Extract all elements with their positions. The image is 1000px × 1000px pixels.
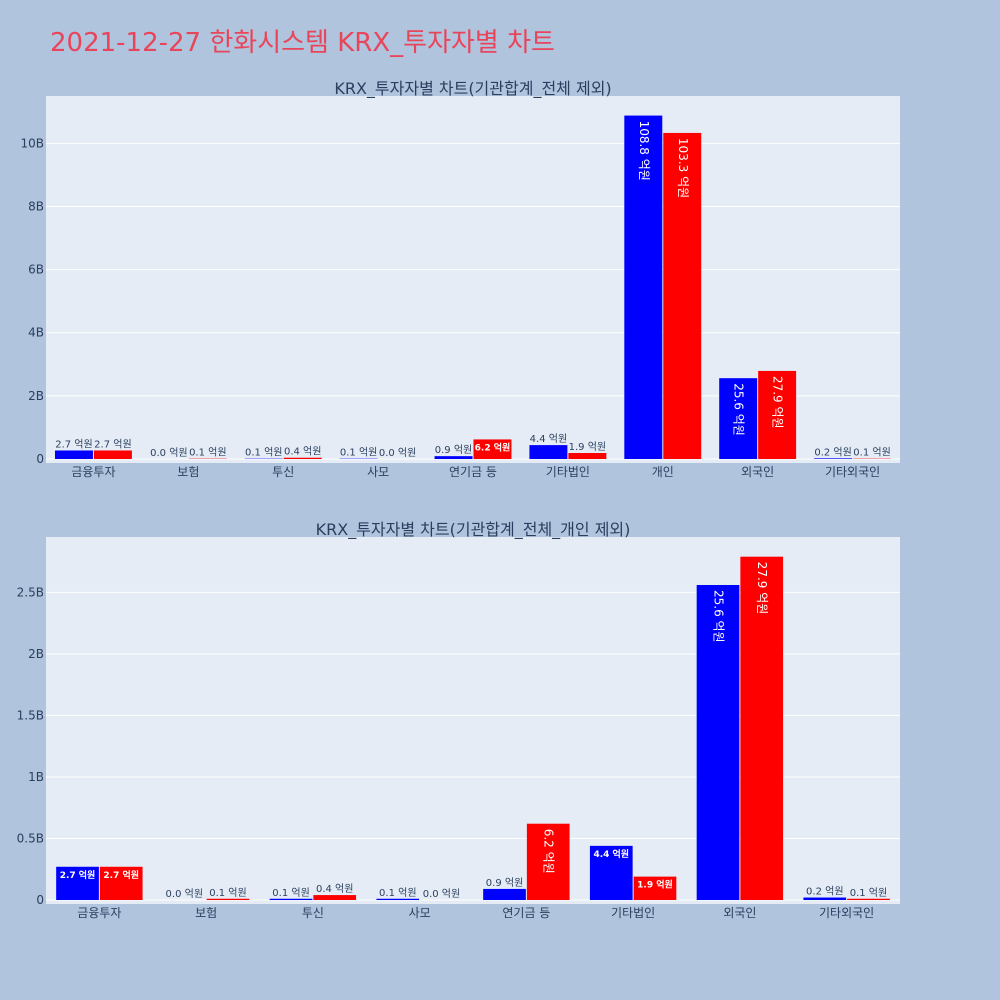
bar [696,584,740,900]
data-label: 0.2 억원 [806,886,843,898]
bar [434,456,473,459]
bar [473,439,512,459]
bar [483,888,526,900]
chart-all-investors: KRX_투자자별 차트(기관합계_전체 제외) 0 2B 4B 6B 8B 10B 금융투자 2… [20,79,900,479]
data-label: 1.9 억원 [637,879,673,891]
x-tick-label: 보험 [195,906,217,920]
data-label: 25.6 억원 [732,383,746,436]
y-tick-label: 1.5B [17,708,44,722]
bar [376,898,420,900]
bar [529,445,568,459]
y-tick-label: 8B [28,199,44,213]
x-tick-label: 기타외국인 [825,465,880,479]
data-label: 1.9 억원 [569,441,606,453]
x-tick-label: 금융투자 [77,906,121,920]
data-label: 0.4 억원 [316,883,353,895]
x-tick-label: 기타법인 [546,465,590,479]
data-label: 2.7 억원 [55,438,92,450]
data-label: 2.7 억원 [94,438,131,450]
bar [758,370,797,459]
bar [740,556,784,900]
data-label: 6.2 억원 [475,441,511,453]
data-label: 0.9 억원 [435,444,472,456]
data-label: 0.0 억원 [166,888,203,900]
data-label: 108.8 억원 [637,121,651,181]
data-label: 4.4 억원 [593,848,629,860]
plot-area [46,96,900,463]
x-tick-label: 기타법인 [611,906,655,920]
data-label: 0.1 억원 [340,447,377,459]
bar [719,378,758,459]
x-tick-label: 사모 [409,906,431,920]
chart-title: KRX_투자자별 차트(기관합계_전체_개인 제외) [316,520,631,540]
bar [56,866,99,900]
bar [313,895,357,900]
y-tick-label: 2.5B [17,585,44,599]
data-label: 0.9 억원 [486,877,523,889]
bar [526,823,570,900]
data-label: 2.7 억원 [60,869,96,881]
chart-title: KRX_투자자별 차트(기관합계_전체 제외) [334,79,611,99]
x-tick-label: 연기금 등 [502,906,550,920]
y-tick-label: 4B [28,326,44,340]
y-tick-label: 0 [36,452,44,466]
data-label: 0.1 억원 [272,887,309,899]
bar [589,845,633,900]
x-tick-label: 연기금 등 [449,465,497,479]
y-tick-label: 2B [28,647,44,661]
bar [663,132,702,459]
data-label: 0.1 억원 [189,447,226,459]
x-tick-label: 기타외국인 [819,906,874,920]
bar [803,897,847,900]
data-label: 27.9 억원 [755,562,769,615]
y-tick-label: 1B [28,770,44,784]
data-label: 0.4 억원 [284,446,321,458]
data-label: 103.3 억원 [676,138,690,198]
y-tick-label: 0 [36,893,44,907]
data-label: 0.1 억원 [209,887,246,899]
data-label: 0.2 억원 [814,446,851,458]
data-label: 6.2 억원 [542,829,556,874]
page-title: 2021-12-27 한화시스템 KRX_투자자별 차트 [50,28,555,58]
data-label: 0.0 억원 [423,888,460,900]
y-tick-label: 10B [20,136,44,150]
bar [633,876,677,900]
bar [624,115,663,459]
data-label: 0.1 억원 [379,887,416,899]
data-label: 0.0 억원 [150,447,187,459]
bar [283,457,322,459]
x-tick-label: 외국인 [723,906,756,920]
data-label: 0.1 억원 [245,447,282,459]
bar [269,898,313,900]
x-tick-label: 금융투자 [71,465,115,479]
x-tick-label: 투신 [272,465,294,479]
data-label: 2.7 억원 [103,869,139,881]
bar [568,453,607,459]
y-tick-label: 6B [28,263,44,277]
x-tick-label: 개인 [652,465,674,479]
x-tick-label: 투신 [302,906,324,920]
data-label: 0.1 억원 [853,447,890,459]
data-label: 0.1 억원 [850,887,887,899]
y-tick-label: 0.5B [17,831,44,845]
bar [93,450,132,459]
data-label: 27.9 억원 [771,376,785,429]
bar [54,450,93,459]
bar [814,458,853,459]
chart-excluding-individual: KRX_투자자별 차트(기관합계_전체_개인 제외) 0 0.5B 1B 1.5B 2B 2… [17,520,900,920]
bar [847,898,890,900]
bar [99,866,143,900]
x-tick-label: 외국인 [741,465,774,479]
data-label: 0.0 억원 [379,447,416,459]
data-label: 4.4 억원 [530,433,567,445]
y-tick-label: 2B [28,389,44,403]
x-tick-label: 보험 [177,465,199,479]
data-label: 25.6 억원 [712,590,726,643]
bar [206,898,250,900]
x-tick-label: 사모 [367,465,389,479]
